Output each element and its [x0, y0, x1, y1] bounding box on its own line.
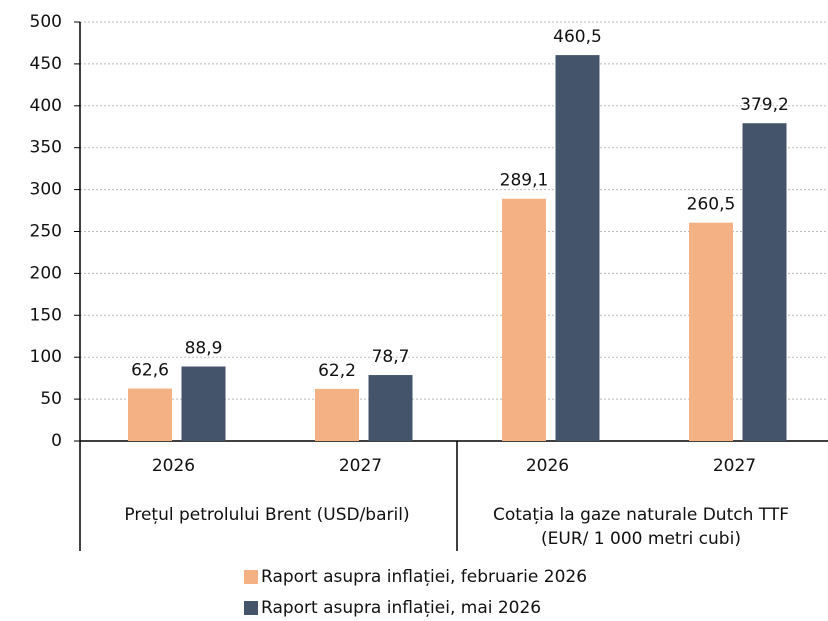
y-tick-label: 50 [40, 389, 62, 409]
bar [689, 222, 733, 441]
legend-label: Raport asupra inflației, mai 2026 [261, 598, 542, 618]
value-label: 88,9 [185, 339, 223, 359]
bar [555, 55, 600, 441]
x-tick-label: 2026 [526, 456, 569, 476]
value-label: 62,2 [318, 361, 356, 381]
x-tick-label: 2027 [713, 456, 756, 476]
y-tick-label: 300 [30, 180, 62, 200]
bar [502, 198, 546, 441]
y-tick-label: 150 [30, 305, 62, 325]
value-label: 62,6 [131, 361, 169, 381]
x-tick-label: 2026 [152, 456, 195, 476]
y-tick-label: 500 [30, 12, 62, 32]
bar [128, 388, 172, 441]
group-label: Prețul petrolului Brent (USD/baril) [124, 505, 410, 525]
bar [742, 123, 787, 441]
y-tick-label: 200 [30, 263, 62, 283]
legend-label: Raport asupra inflației, februarie 2026 [261, 567, 588, 587]
y-tick-label: 250 [30, 222, 62, 242]
legend-item: Raport asupra inflației, februarie 2026 [244, 567, 587, 587]
y-tick-label: 400 [30, 96, 62, 116]
y-tick-label: 450 [30, 54, 62, 74]
value-label: 289,1 [500, 171, 549, 191]
value-label: 78,7 [372, 347, 410, 367]
y-tick-label: 0 [51, 431, 62, 451]
value-label: 379,2 [740, 95, 789, 115]
x-tick-label: 2027 [339, 456, 382, 476]
legend-item: Raport asupra inflației, mai 2026 [244, 598, 541, 618]
value-label: 260,5 [687, 195, 736, 215]
y-tick-label: 100 [30, 347, 62, 367]
value-label: 460,5 [553, 27, 602, 47]
legend-swatch [244, 601, 258, 615]
y-tick-label: 350 [30, 138, 62, 158]
legend-swatch [244, 570, 258, 584]
group-label: Cotația la gaze naturale Dutch TTF (EUR/… [492, 505, 790, 549]
bar [368, 375, 413, 441]
bar [315, 388, 359, 441]
bar [181, 366, 226, 441]
